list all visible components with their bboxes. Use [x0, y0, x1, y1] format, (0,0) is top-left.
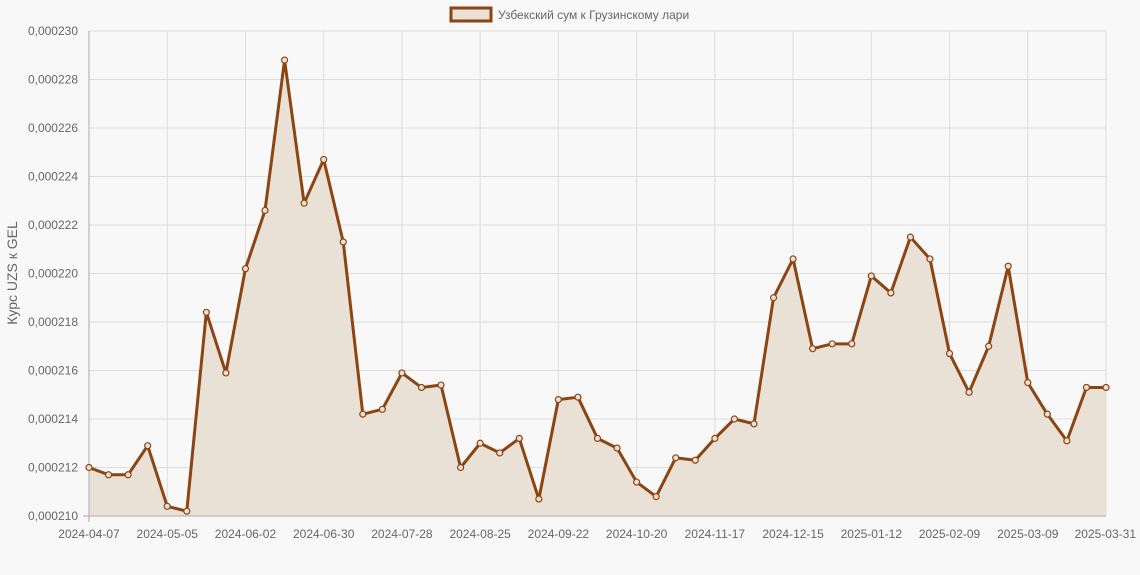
- data-point[interactable]: [848, 340, 856, 348]
- data-point[interactable]: [378, 405, 386, 413]
- data-point[interactable]: [809, 345, 817, 353]
- y-tick-label: 0,000228: [28, 73, 78, 87]
- legend-swatch[interactable]: [449, 6, 493, 23]
- x-tick-label: 2024-06-02: [215, 527, 277, 541]
- data-point[interactable]: [280, 56, 289, 64]
- y-tick-label: 0,000224: [28, 170, 78, 184]
- data-point[interactable]: [535, 495, 543, 503]
- data-point[interactable]: [222, 369, 230, 377]
- data-point[interactable]: [104, 471, 113, 479]
- data-point[interactable]: [887, 289, 895, 297]
- data-point[interactable]: [652, 493, 660, 501]
- y-tick-label: 0,000218: [28, 315, 78, 329]
- data-point[interactable]: [906, 233, 915, 241]
- data-point[interactable]: [554, 396, 562, 404]
- data-point[interactable]: [183, 507, 191, 515]
- data-point[interactable]: [261, 206, 269, 215]
- data-point[interactable]: [574, 393, 582, 401]
- x-tick-label: 2024-04-07: [58, 527, 120, 541]
- x-tick-label: 2025-03-31: [1075, 527, 1137, 541]
- data-point[interactable]: [241, 265, 250, 273]
- x-tick-label: 2024-10-20: [606, 527, 668, 541]
- data-point[interactable]: [1063, 437, 1071, 445]
- data-point[interactable]: [593, 434, 602, 442]
- data-point[interactable]: [965, 388, 973, 396]
- x-tick-label: 2024-12-15: [762, 527, 824, 541]
- data-point[interactable]: [417, 383, 426, 392]
- data-point[interactable]: [339, 238, 347, 246]
- data-point[interactable]: [926, 255, 934, 263]
- data-point[interactable]: [1024, 379, 1032, 387]
- data-point[interactable]: [1043, 410, 1051, 418]
- data-point[interactable]: [867, 272, 875, 280]
- data-point[interactable]: [456, 463, 465, 472]
- data-point[interactable]: [163, 502, 171, 510]
- data-point[interactable]: [1102, 383, 1110, 392]
- data-point[interactable]: [672, 454, 680, 462]
- y-axis-title: Курс UZS к GEL: [4, 221, 20, 325]
- data-point[interactable]: [124, 471, 132, 479]
- data-point[interactable]: [633, 478, 641, 486]
- x-tick-label: 2025-01-12: [841, 527, 903, 541]
- x-tick-label: 2025-02-09: [919, 527, 981, 541]
- data-point[interactable]: [711, 434, 719, 442]
- data-point[interactable]: [613, 444, 621, 452]
- x-tick-label: 2025-03-09: [997, 527, 1059, 541]
- data-point[interactable]: [828, 340, 836, 348]
- data-point[interactable]: [144, 442, 152, 450]
- legend[interactable]: Узбекский сум к Грузинскому лари: [449, 6, 689, 23]
- y-tick-label: 0,000220: [28, 267, 78, 281]
- x-tick-label: 2024-06-30: [293, 527, 355, 541]
- data-point[interactable]: [789, 255, 797, 263]
- x-tick-label: 2024-05-05: [137, 527, 199, 541]
- x-tick-label: 2024-09-22: [528, 527, 590, 541]
- data-point[interactable]: [437, 381, 445, 389]
- y-tick-label: 0,000216: [28, 364, 78, 378]
- data-point[interactable]: [85, 463, 93, 472]
- y-tick-label: 0,000222: [28, 218, 78, 232]
- y-tick-label: 0,000230: [28, 24, 78, 38]
- data-point[interactable]: [1082, 383, 1091, 392]
- data-point[interactable]: [769, 294, 778, 302]
- x-tick-label: 2024-08-25: [449, 527, 511, 541]
- y-tick-label: 0,000214: [28, 412, 78, 426]
- x-tick-label: 2024-07-28: [371, 527, 433, 541]
- data-point[interactable]: [945, 349, 954, 358]
- y-tick-label: 0,000210: [28, 509, 78, 523]
- x-tick-label: 2024-11-17: [685, 527, 746, 541]
- data-point[interactable]: [202, 308, 210, 316]
- data-point[interactable]: [359, 410, 367, 418]
- data-point[interactable]: [691, 456, 699, 464]
- data-point[interactable]: [515, 434, 523, 442]
- data-point[interactable]: [730, 415, 739, 423]
- data-point[interactable]: [750, 420, 758, 428]
- legend-label[interactable]: Узбекский сум к Грузинскому лари: [498, 8, 689, 22]
- data-point[interactable]: [496, 449, 504, 457]
- data-point[interactable]: [398, 369, 406, 377]
- series-area: [89, 60, 1106, 516]
- data-point[interactable]: [300, 199, 308, 207]
- y-tick-label: 0,000226: [28, 121, 78, 135]
- y-tick-label: 0,000212: [28, 461, 78, 475]
- data-point[interactable]: [320, 155, 328, 164]
- data-point[interactable]: [1004, 262, 1012, 270]
- data-point[interactable]: [476, 439, 484, 447]
- data-point[interactable]: [985, 342, 993, 350]
